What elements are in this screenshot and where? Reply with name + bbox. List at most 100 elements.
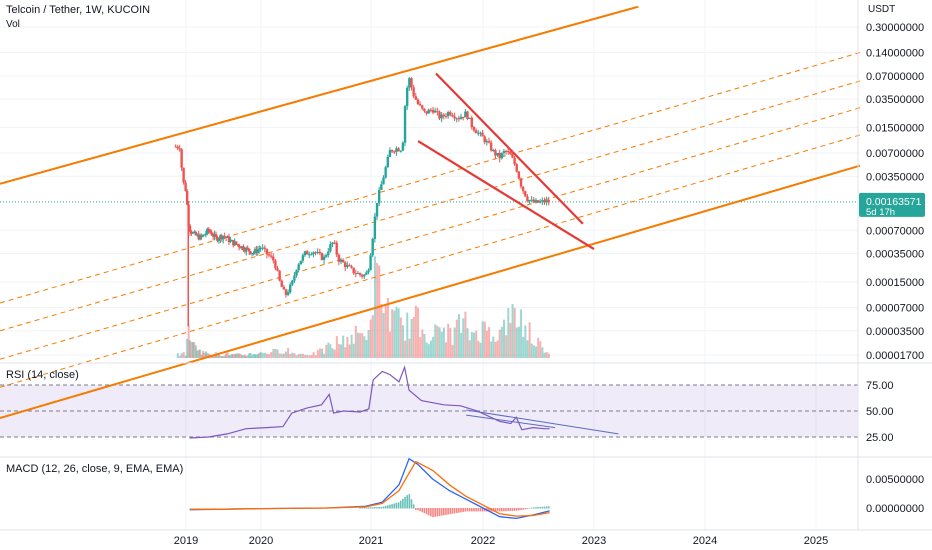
- candle: [382, 177, 385, 185]
- volume-bar: [337, 344, 340, 358]
- macd-histogram-bar: [380, 506, 383, 509]
- volume-bar: [180, 353, 183, 358]
- volume-bar: [490, 341, 493, 358]
- candle: [451, 114, 454, 117]
- channel-line[interactable]: [0, 107, 861, 360]
- volume-bar: [242, 355, 245, 358]
- volume-bar: [517, 326, 520, 358]
- macd-histogram-bar: [374, 507, 376, 509]
- volume-bar: [308, 355, 311, 358]
- price-axis[interactable]: 0.30000000 0.14000000 0.07000000 0.03500000…: [866, 22, 924, 515]
- macd-histogram-bar: [410, 499, 413, 509]
- volume-bar: [245, 355, 248, 358]
- macd-histogram-bar: [468, 508, 471, 512]
- candle: [240, 246, 244, 249]
- candle: [449, 112, 452, 115]
- candle: [356, 272, 360, 274]
- candle: [421, 105, 424, 109]
- last-price-text: 0.00163571: [866, 196, 922, 208]
- candle: [207, 228, 210, 231]
- channel-lines[interactable]: [0, 5, 861, 419]
- candle: [515, 164, 518, 172]
- macd-histogram-bar: [389, 504, 391, 509]
- channel-line[interactable]: [0, 5, 639, 185]
- candle: [521, 186, 525, 192]
- candle: [314, 252, 317, 254]
- volume-bar: [389, 331, 392, 358]
- candle: [408, 78, 411, 88]
- volume-bar: [243, 354, 246, 358]
- volume-bar: [327, 342, 330, 358]
- price-tick-label: 0.14000000: [866, 48, 924, 60]
- candle: [545, 200, 548, 203]
- wedge-line[interactable]: [417, 140, 595, 250]
- channel-line[interactable]: [0, 164, 861, 419]
- volume-bar: [229, 355, 232, 358]
- time-axis[interactable]: 2019 2020 2021 2022 2023 2024 2025: [174, 535, 828, 547]
- candle: [436, 110, 439, 112]
- candle: [485, 141, 489, 143]
- volume-bar: [524, 325, 527, 358]
- volume-bar: [236, 353, 239, 358]
- macd-histogram-bar: [384, 505, 387, 509]
- volume-bar: [220, 356, 223, 358]
- candle: [237, 244, 241, 248]
- candle: [284, 289, 288, 295]
- macd-histogram-bar: [498, 508, 501, 512]
- volume-bar: [289, 353, 292, 358]
- wedge-line[interactable]: [435, 72, 584, 225]
- macd-histogram-bar: [511, 508, 514, 511]
- candle: [269, 255, 273, 257]
- macd-histogram-bar: [477, 508, 480, 512]
- macd-histogram-bar: [397, 502, 400, 509]
- volume-bar: [539, 341, 542, 358]
- wedge-lines[interactable]: [417, 72, 595, 250]
- volume-bar: [522, 336, 525, 358]
- price-tick-label: 0.07000000: [866, 71, 924, 83]
- channel-line[interactable]: [0, 52, 861, 304]
- candle: [219, 235, 222, 240]
- candle: [337, 254, 341, 262]
- volume-bar: [291, 352, 294, 358]
- candle: [354, 273, 357, 275]
- volume-bar: [547, 353, 550, 358]
- candle: [418, 104, 422, 106]
- macd-histogram-bar: [406, 495, 408, 509]
- macd-histogram-bar: [447, 508, 449, 515]
- candle: [405, 87, 409, 107]
- candle: [504, 151, 508, 153]
- candle: [375, 203, 379, 217]
- volume-bar: [406, 312, 409, 358]
- candle: [245, 247, 248, 252]
- macd-histogram-bar: [537, 507, 539, 509]
- volume-bar: [466, 328, 469, 358]
- volume-bar: [213, 355, 216, 358]
- volume-bar: [410, 318, 413, 358]
- macd-histogram-bar: [466, 508, 469, 512]
- candle: [444, 116, 448, 118]
- volume-bar: [359, 333, 362, 358]
- macd-histogram-bar: [509, 508, 512, 512]
- volume-bar: [176, 353, 179, 358]
- volume-bar: [494, 341, 497, 358]
- candle: [249, 251, 252, 254]
- volume-bar: [225, 353, 228, 358]
- macd-histogram-bar: [520, 508, 522, 511]
- macd-histogram-bar: [440, 508, 443, 516]
- candle: [455, 118, 458, 120]
- volume-bar: [190, 342, 193, 358]
- candle: [472, 127, 476, 131]
- price-tick-label: 0.00003500: [866, 326, 924, 338]
- volume-bar: [293, 353, 296, 358]
- volume-bar: [481, 321, 484, 358]
- macd-histogram-bar: [494, 508, 497, 512]
- volume-bar: [266, 353, 269, 358]
- volume-bar: [361, 333, 364, 358]
- volume-bar: [325, 344, 328, 358]
- volume-bar: [488, 327, 491, 358]
- rsi-tick-label: 25.00: [866, 432, 894, 444]
- channel-line[interactable]: [0, 80, 861, 332]
- volume-bar: [399, 317, 402, 358]
- candle: [388, 149, 392, 157]
